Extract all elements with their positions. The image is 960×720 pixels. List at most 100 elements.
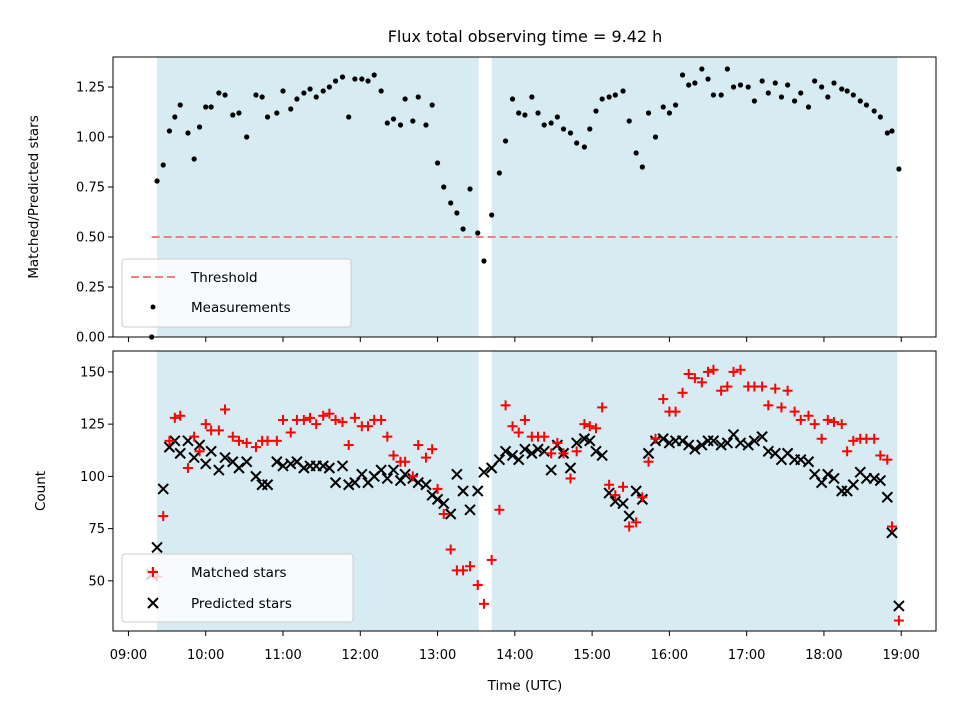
cross-stroke	[329, 476, 342, 489]
predicted-star-point	[399, 468, 411, 480]
predicted-star-point	[603, 487, 615, 499]
cross-stroke	[683, 439, 695, 451]
matched-star-point	[324, 408, 335, 419]
measurement-point	[166, 128, 173, 134]
measurement-point	[574, 140, 580, 146]
predicted-star-point	[538, 445, 550, 458]
predicted-star-point	[478, 466, 490, 478]
predicted-star-point	[683, 439, 695, 451]
predicted-star-point	[444, 508, 457, 520]
predicted-star-point	[822, 468, 834, 480]
predicted-star-point	[623, 510, 635, 522]
cross-stroke	[200, 458, 212, 470]
measurement-point	[798, 90, 804, 96]
measurement-point	[581, 144, 587, 150]
top-x-ticks	[127, 337, 902, 342]
matched-star-point	[438, 508, 449, 519]
measurement-point	[191, 156, 197, 162]
measurement-point	[359, 76, 365, 82]
matched-star-point	[250, 442, 261, 453]
cross-stroke	[578, 433, 591, 445]
matched-star-point	[413, 440, 424, 451]
cross-stroke	[707, 435, 720, 447]
top-y-ticks: 0.00 0.25 0.50 0.75 1.00 1.25	[76, 81, 113, 346]
cross-stroke	[721, 437, 734, 449]
predicted-star-point	[762, 445, 775, 458]
matched-star-point	[757, 381, 768, 392]
predicted-star-point	[451, 468, 463, 480]
matched-star-point	[285, 427, 296, 438]
top-panel-frame	[112, 56, 937, 338]
cross-stroke	[336, 460, 349, 472]
cross-stroke	[815, 476, 828, 489]
matched-star-point	[565, 473, 576, 484]
cross-stroke	[532, 443, 544, 455]
measurement-point	[320, 88, 326, 94]
predicted-star-point	[323, 462, 336, 474]
matched-star-point	[558, 448, 569, 459]
predicted-star-point	[590, 445, 602, 458]
measurement-point	[160, 162, 166, 168]
matched-star-point	[220, 404, 231, 415]
measurement-point	[599, 96, 605, 102]
cross-stroke	[570, 437, 583, 449]
measurement-point	[831, 80, 837, 86]
cross-stroke	[854, 466, 866, 478]
measurement-point	[737, 82, 744, 88]
measurement-point	[454, 210, 460, 216]
x-tick-label: 12:00	[342, 648, 379, 663]
predicted-star-point	[512, 453, 525, 466]
matched-star-point	[271, 435, 282, 446]
bottom-panel-frame	[112, 350, 937, 632]
predicted-star-point	[387, 464, 400, 476]
measurement-point	[751, 98, 757, 104]
cross-stroke	[623, 510, 635, 522]
matched-star-point	[584, 421, 595, 432]
x-tick-label: 13:00	[419, 648, 456, 663]
predicted-star-point	[886, 527, 898, 539]
measurement-point	[759, 78, 765, 84]
matched-star-point	[445, 544, 456, 555]
matched-star-point	[539, 431, 550, 442]
measurement-point	[522, 112, 528, 118]
matched-star-point	[318, 410, 329, 421]
bottom-y-ticks: 50 75 100 125 150	[80, 365, 113, 589]
cross-stroke	[493, 453, 506, 466]
measurement-point	[185, 130, 191, 136]
matched-star-point	[349, 412, 360, 423]
measurement-point	[288, 106, 294, 112]
matched-star-point	[519, 414, 530, 425]
measurement-point	[434, 160, 441, 166]
matched-star-point	[722, 381, 733, 392]
measurement-point	[236, 110, 242, 116]
predicted-star-point	[874, 474, 887, 487]
matched-star-point	[164, 435, 175, 446]
cross-stroke	[808, 468, 821, 480]
x-axis-label: Time (UTC)	[487, 678, 563, 694]
predicted-star-point	[519, 443, 531, 455]
matched-star-point	[182, 463, 193, 474]
cross-stroke	[868, 472, 880, 485]
matched-star-point	[552, 437, 563, 448]
measurement-point	[560, 126, 567, 132]
cross-stroke	[219, 451, 231, 464]
predicted-star-point	[261, 479, 274, 491]
measurement-point	[710, 92, 717, 98]
measurement-point	[620, 88, 626, 94]
measurement-point	[313, 94, 319, 100]
measurement-point	[402, 96, 408, 102]
cross-stroke	[213, 464, 225, 476]
matched-star-point	[194, 446, 205, 457]
predicted-star-point	[250, 470, 262, 483]
measurement-point	[772, 80, 778, 86]
measurement-point	[346, 114, 352, 120]
predicted-star-point	[240, 456, 253, 468]
measurement-point	[244, 134, 250, 140]
legend-matched-swatch	[148, 567, 158, 577]
x-tick-label: 14:00	[496, 648, 533, 663]
y-tick-label: 1.25	[76, 81, 105, 96]
measurement-point	[686, 82, 692, 88]
cross-stroke	[438, 497, 450, 510]
measurement-point	[639, 164, 645, 170]
predicted-star-point	[493, 453, 506, 466]
